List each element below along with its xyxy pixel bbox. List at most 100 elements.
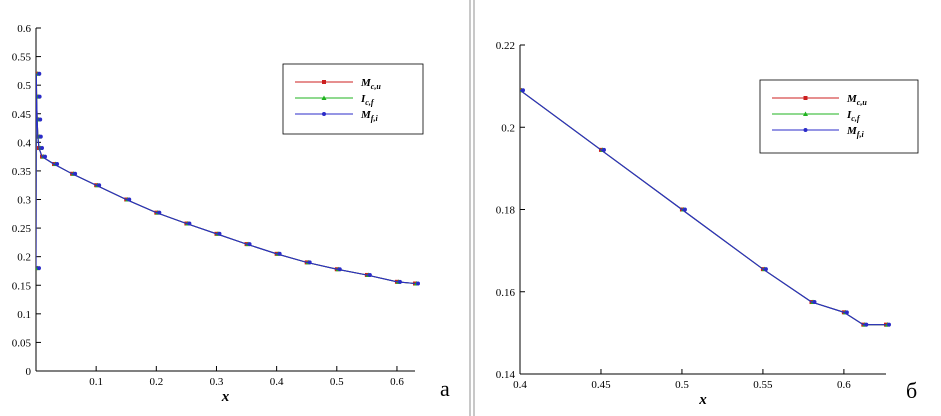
data-point [844,310,849,315]
y-tick-label: 0.1 [17,309,31,321]
x-ticks: 0.1 0.2 0.3 0.4 0.5 0.6 0 [26,366,404,388]
data-point [682,207,687,212]
y-tick-label: 0.16 [496,287,516,299]
data-point [367,272,372,277]
data-point [521,88,525,93]
data-point [413,281,417,286]
legend-name: I [360,93,366,105]
y-tick-label: 0.6 [17,23,31,35]
y-ticks: 0.05 0.1 0.15 0.2 0.25 0.3 0.35 0.4 0.45 0.5 0.55 0… [12,23,41,349]
y-tick-label: 0.2 [501,122,515,134]
legend-name: M [360,77,372,89]
chart-panel-2: 0.14 0.16 0.18 0.2 0.22 0.4 0.45 0.5 0.55 0.6 x б Mc… [496,40,919,408]
panel-letter: а [440,376,450,401]
data-point [187,221,192,226]
y-tick-label: 0.25 [12,223,32,235]
y-ticks: 0.14 0.16 0.18 0.2 0.22 [496,40,525,381]
legend-marker [803,96,808,100]
data-point [97,183,102,188]
x-tick-label: 0.45 [591,379,611,391]
x-tick-label: 0.55 [753,379,773,391]
y-tick-label: 0.22 [496,40,515,52]
data-point [397,279,402,284]
x-tick-label: 0.4 [513,379,527,391]
data-point [37,71,42,76]
legend-subscript: f,i [857,130,865,139]
data-point [247,242,252,247]
x-tick-label: 0.5 [675,379,689,391]
x-tick-label: 0.4 [270,376,284,388]
data-point [307,260,312,265]
legend-name: I [846,109,852,121]
series-line [520,89,886,326]
data-point [38,134,43,139]
data-point [601,147,606,152]
data-point [55,162,60,167]
data-point [127,197,132,202]
chart-panel-1: 0.05 0.1 0.15 0.2 0.25 0.3 0.35 0.4 0.45 0.5 0.55 0… [12,23,450,405]
legend-marker [322,80,326,84]
legend-box [759,79,919,154]
legend-subscript: c,f [365,98,375,107]
x-tick-label: 0.6 [390,376,404,388]
data-point [40,146,45,151]
panel-letter: б [906,378,917,403]
data-point [887,322,891,327]
x-ticks: 0.4 0.45 0.5 0.55 0.6 [513,369,851,391]
data-point [416,281,420,286]
legend-subscript: c,f [851,114,861,123]
legend-label: Ic,f [360,93,375,107]
origin-label: 0 [26,366,32,378]
x-tick-label: 0.2 [149,376,163,388]
data-point [37,94,42,99]
legend-label: Mf,i [846,125,864,139]
y-tick-label: 0.2 [17,252,31,264]
legend-subscript: c,u [857,98,868,107]
data-point [277,251,282,256]
legend-label: Mf,i [360,109,378,123]
data-point [864,322,869,327]
data-point [337,267,342,272]
legend-subscript: f,i [371,114,379,123]
x-tick-label: 0.5 [330,376,344,388]
y-tick-label: 0.05 [12,337,32,349]
data-point [763,267,768,272]
legend-name: M [846,125,858,137]
data-point [157,210,162,215]
legend-label: Mc,u [846,93,867,107]
legend-label: Ic,f [846,109,861,123]
legend: Mc,u Ic,f Mf,i [282,63,424,135]
y-tick-label: 0.35 [12,166,32,178]
data-point [73,171,78,176]
series-3 [36,71,420,286]
x-tick-label: 0.1 [89,376,103,388]
data-point [43,154,48,159]
legend-marker [803,111,808,116]
y-tick-label: 0.18 [496,205,516,217]
x-axis-label: x [221,389,230,405]
data-point [217,231,222,236]
data-point [37,266,41,271]
x-tick-label: 0.6 [837,379,851,391]
y-tick-label: 0.3 [17,195,31,207]
legend-name: M [846,93,858,105]
legend-subscript: c,u [371,82,382,91]
legend-marker [322,112,326,116]
x-tick-label: 0.3 [210,376,224,388]
legend-marker [803,128,808,132]
y-tick-label: 0.55 [12,52,32,64]
legend-box [282,63,424,135]
y-tick-label: 0.14 [496,369,516,381]
y-tick-label: 0.45 [12,109,32,121]
y-tick-label: 0.15 [12,280,32,292]
legend: Mc,u Ic,f Mf,i [759,79,919,154]
legend-label: Mc,u [360,77,381,91]
legend-marker [321,95,327,100]
series-3 [520,88,891,327]
y-tick-label: 0.4 [17,137,31,149]
legend-name: M [360,109,372,121]
x-axis-label: x [698,392,707,408]
data-point [812,300,817,305]
data-point [38,117,43,122]
